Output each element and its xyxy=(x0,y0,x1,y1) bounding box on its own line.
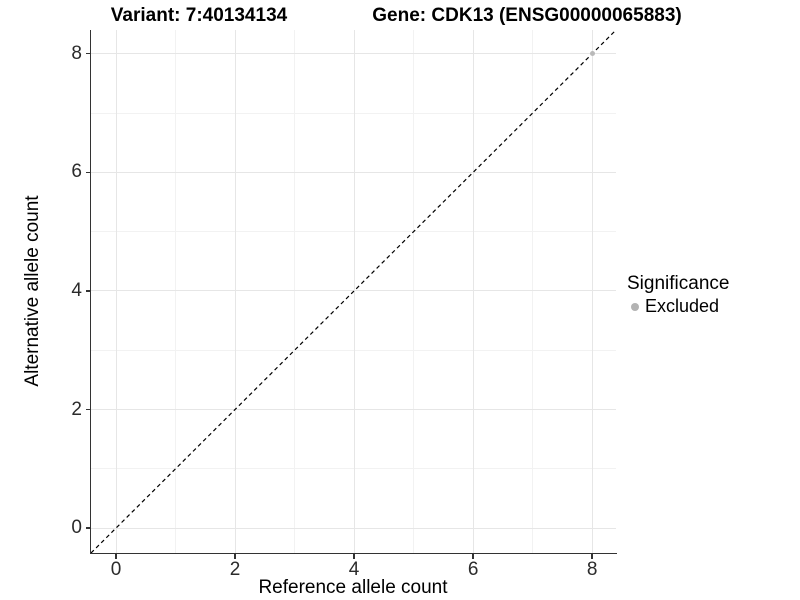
y-tick-mark xyxy=(85,52,90,55)
y-tick-mark xyxy=(85,408,90,411)
grid-minor-vertical xyxy=(413,30,415,553)
y-tick-label: 2 xyxy=(71,398,82,420)
grid-major-vertical xyxy=(472,30,474,553)
grid-minor-horizontal xyxy=(91,468,616,470)
legend-item-label: Excluded xyxy=(645,296,720,316)
y-tick-label: 6 xyxy=(71,161,82,183)
points-layer xyxy=(91,30,616,553)
grid-minor-vertical xyxy=(175,30,177,553)
legend-item-excluded: Excluded xyxy=(627,296,729,317)
plot-panel xyxy=(91,30,616,553)
x-axis-line xyxy=(89,552,617,554)
y-axis-line xyxy=(89,30,91,554)
reference-line-svg xyxy=(91,30,616,553)
grid-minor-horizontal xyxy=(91,349,616,351)
legend: Significance Excluded xyxy=(627,273,729,317)
grid-major-vertical xyxy=(115,30,117,553)
identity-line xyxy=(91,30,616,553)
x-tick-label: 8 xyxy=(586,559,598,580)
legend-title: Significance xyxy=(627,273,730,294)
x-tick-label: 4 xyxy=(348,559,360,580)
grid-major-horizontal xyxy=(91,409,616,410)
x-tick-label: 6 xyxy=(467,559,479,580)
y-axis-label: Alternative allele count xyxy=(22,195,43,387)
grid-minor-vertical xyxy=(532,30,534,553)
data-point xyxy=(589,51,595,57)
grid-minor-horizontal xyxy=(91,231,616,233)
grid-minor-vertical xyxy=(294,30,296,553)
y-tick-label: 0 xyxy=(71,517,82,539)
x-tick-label: 2 xyxy=(229,559,241,580)
y-tick-mark xyxy=(85,171,90,174)
y-tick-mark xyxy=(85,290,90,292)
x-tick-mark xyxy=(472,554,474,559)
plot-title-variant: Variant: 7:40134134 xyxy=(110,5,288,26)
x-tick-label: 0 xyxy=(110,559,122,580)
grid-major-horizontal xyxy=(91,527,616,529)
x-tick-mark xyxy=(353,554,355,559)
legend-dot xyxy=(631,302,639,311)
grid-major-horizontal xyxy=(91,53,616,55)
y-tick-label: 8 xyxy=(71,42,82,64)
plot-title-gene: Gene: CDK13 (ENSG00000065883) xyxy=(372,5,682,26)
grid-major-vertical xyxy=(591,30,593,553)
grid-minor-horizontal xyxy=(91,112,616,114)
x-tick-mark xyxy=(234,554,236,559)
x-axis-label: Reference allele count xyxy=(258,577,448,598)
grid-major-vertical xyxy=(234,30,236,553)
x-tick-mark xyxy=(591,554,593,559)
y-tick-mark xyxy=(85,527,90,529)
grid-major-horizontal xyxy=(91,171,616,173)
y-tick-label: 4 xyxy=(71,279,82,301)
x-tick-mark xyxy=(115,554,117,559)
